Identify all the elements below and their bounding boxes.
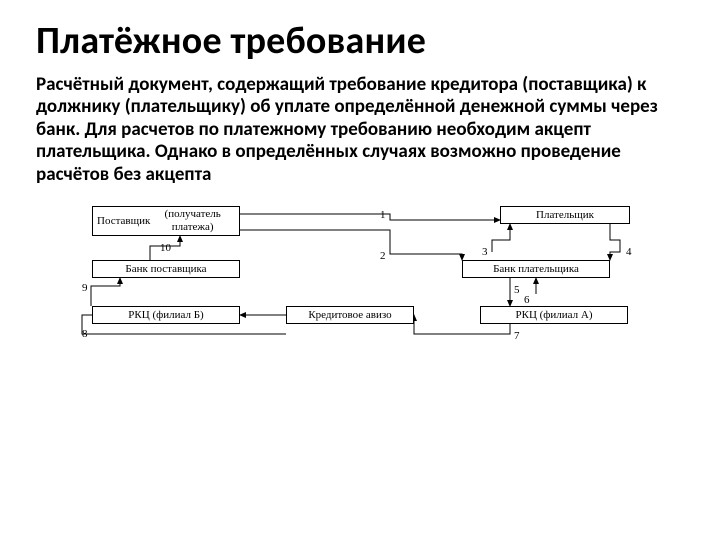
node-payer: Плательщик [500, 206, 630, 224]
edge-e9 [91, 278, 120, 306]
slide-body: Расчётный документ, содержащий требовани… [36, 74, 684, 186]
edge-label: 2 [380, 250, 386, 262]
node-bank_payer: Банк плательщика [462, 260, 610, 278]
edge-label: 6 [524, 294, 530, 306]
flow-diagram: Поставщик(получатель платежа) Плательщик Б… [80, 206, 644, 366]
edge-e2 [240, 230, 462, 260]
edge-label: 7 [514, 330, 520, 342]
edge-label: 1 [380, 209, 386, 221]
edge-label: 4 [626, 246, 632, 258]
node-rkc_b: РКЦ (филиал Б) [92, 306, 240, 324]
node-bank_supp: Банк поставщика [92, 260, 240, 278]
edge-label: 10 [160, 242, 171, 254]
node-rkc_a: РКЦ (филиал А) [480, 306, 628, 324]
edge-e4 [610, 224, 620, 260]
edge-label: 9 [82, 282, 88, 294]
edge-e3 [492, 224, 510, 252]
slide-title: Платёжное требование [36, 18, 684, 64]
edge-label: 5 [514, 284, 520, 296]
node-aviso: Кредитовое авизо [286, 306, 414, 324]
slide: Платёжное требование Расчётный документ,… [0, 0, 720, 540]
edge-label: 3 [482, 246, 488, 258]
edge-e1 [240, 214, 500, 220]
node-supplier: Поставщик(получатель платежа) [92, 206, 240, 236]
edge-label: 8 [82, 328, 88, 340]
